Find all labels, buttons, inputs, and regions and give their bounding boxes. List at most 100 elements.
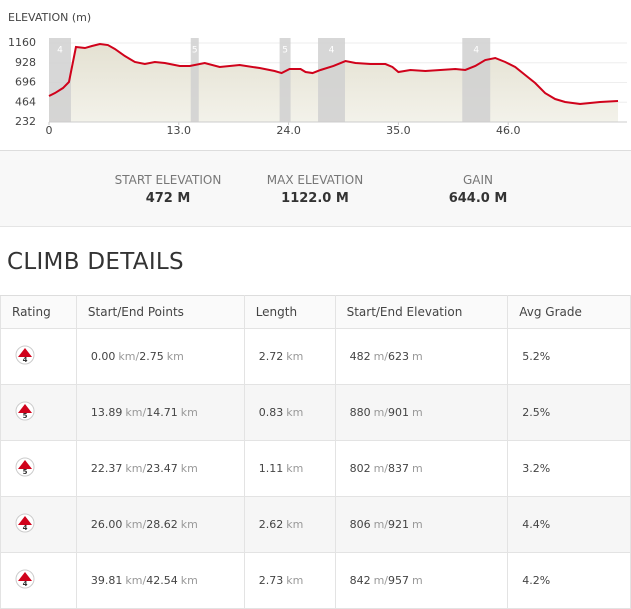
end-point: 23.47 [146, 462, 178, 475]
elevation-cell: 842 m/957 m [334, 552, 509, 609]
x-tick-label: 46.0 [496, 124, 521, 137]
column-header: Rating [0, 295, 77, 329]
column-header: Start/End Points [75, 295, 245, 329]
elevation-chart: ELEVATION (m) 232 464 696 928 1160 0 13.0 24.0 3… [8, 11, 627, 137]
unit: m [373, 574, 385, 587]
separator: / [142, 462, 147, 475]
column-header: Avg Grade [507, 295, 631, 329]
unit: km [286, 518, 304, 531]
end-elevation: 837 [388, 462, 410, 475]
points-cell: 13.89 km/14.71 km [75, 384, 245, 441]
rating-number: 4 [23, 524, 28, 532]
start-elevation: 880 [349, 406, 371, 419]
separator: / [384, 350, 389, 363]
end-elevation: 921 [388, 518, 410, 531]
unit: km [125, 574, 143, 587]
x-tick-label: 24.0 [276, 124, 301, 137]
separator: / [384, 462, 389, 475]
rating-cell: 4 [0, 496, 77, 553]
unit: m [373, 350, 385, 363]
y-tick-label: 464 [15, 95, 36, 108]
icon-mountain [18, 516, 32, 525]
climb-band [462, 38, 491, 122]
unit: m [412, 350, 423, 363]
rating-cell: 4 [0, 328, 77, 385]
length-cell: 2.73 km [243, 552, 336, 609]
climb-band [318, 38, 345, 122]
length: 0.83 [258, 406, 284, 419]
start-elevation: 482 [349, 350, 371, 363]
unit: km [180, 518, 198, 531]
points-cell: 22.37 km/23.47 km [75, 440, 245, 497]
stats-panel: START ELEVATION 472 M MAX ELEVATION 1122.0 … [0, 150, 631, 227]
icon-mountain [18, 404, 32, 413]
climb-row: 4 0.00 km/2.75 km 2.72 km 482 m/623 m 5.2% [0, 328, 631, 385]
start-point: 26.00 [90, 518, 123, 531]
start-elevation: 802 [349, 462, 371, 475]
elevation-cell: 482 m/623 m [334, 328, 509, 385]
end-point: 14.71 [146, 406, 178, 419]
climb-band [279, 38, 291, 122]
rating-icon: 4 [15, 513, 35, 533]
separator: / [135, 350, 140, 363]
y-tick-label: 232 [15, 115, 36, 128]
grade-cell: 4.4% [507, 496, 631, 553]
points-cell: 26.00 km/28.62 km [75, 496, 245, 553]
length-cell: 1.11 km [243, 440, 336, 497]
unit: m [412, 574, 423, 587]
rating-icon: 4 [15, 569, 35, 589]
elevation-cell: 880 m/901 m [334, 384, 509, 441]
rating-number: 4 [23, 580, 28, 588]
climb-band-label: 5 [282, 46, 288, 56]
unit: km [180, 406, 198, 419]
start-elevation: 842 [349, 574, 371, 587]
column-header: Start/End Elevation [334, 295, 509, 329]
separator: / [142, 518, 147, 531]
elevation-cell: 806 m/921 m [334, 496, 509, 553]
icon-mountain [18, 572, 32, 581]
start-elevation: 806 [349, 518, 371, 531]
grade-cell: 4.2% [507, 552, 631, 609]
unit: km [118, 350, 136, 363]
end-point: 42.54 [146, 574, 178, 587]
start-point: 39.81 [90, 574, 123, 587]
stat-value: 644.0 M [448, 191, 508, 206]
stat: MAX ELEVATION 1122.0 M [235, 173, 395, 206]
climb-row: 4 39.81 km/42.54 km 2.73 km 842 m/957 m 4.2% [0, 552, 631, 609]
points-cell: 0.00 km/2.75 km [75, 328, 245, 385]
climb-table: Rating Start/End Points Length Start/End El… [0, 295, 631, 609]
climb-row: 4 26.00 km/28.62 km 2.62 km 806 m/921 m 4.4% [0, 496, 631, 553]
length-cell: 0.83 km [243, 384, 336, 441]
start-point: 0.00 [90, 350, 116, 363]
unit: m [373, 406, 385, 419]
column-header: Length [243, 295, 336, 329]
climb-band-label: 4 [473, 46, 479, 56]
separator: / [384, 574, 389, 587]
icon-mountain [18, 348, 32, 357]
rating-cell: 5 [0, 440, 77, 497]
elevation-cell: 802 m/837 m [334, 440, 509, 497]
unit: km [180, 462, 198, 475]
unit: km [166, 350, 184, 363]
rating-cell: 4 [0, 552, 77, 609]
end-elevation: 623 [388, 350, 410, 363]
rating-cell: 5 [0, 384, 77, 441]
length-cell: 2.62 km [243, 496, 336, 553]
unit: km [125, 406, 143, 419]
unit: km [125, 518, 143, 531]
rating-icon: 5 [15, 457, 35, 477]
rating-number: 5 [23, 468, 28, 476]
unit: m [412, 406, 423, 419]
x-tick-label: 35.0 [386, 124, 411, 137]
length: 1.11 [258, 462, 284, 475]
unit: m [412, 518, 423, 531]
rating-icon: 5 [15, 401, 35, 421]
climb-row: 5 22.37 km/23.47 km 1.11 km 802 m/837 m 3.2% [0, 440, 631, 497]
start-point: 13.89 [90, 406, 123, 419]
points-cell: 39.81 km/42.54 km [75, 552, 245, 609]
end-point: 28.62 [146, 518, 178, 531]
y-tick-label: 1160 [8, 36, 36, 49]
grade-cell: 2.5% [507, 384, 631, 441]
rating-icon: 4 [15, 345, 35, 365]
